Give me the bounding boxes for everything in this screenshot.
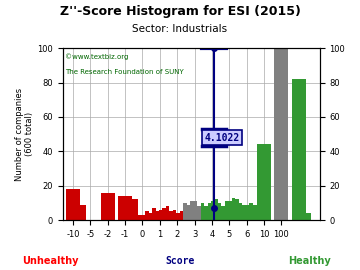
Bar — [190, 201, 194, 220]
Y-axis label: Number of companies
(600 total): Number of companies (600 total) — [15, 87, 35, 181]
Bar — [201, 203, 204, 220]
Bar — [156, 211, 159, 220]
Text: The Research Foundation of SUNY: The Research Foundation of SUNY — [65, 69, 184, 75]
Bar — [228, 201, 232, 220]
Bar — [180, 211, 183, 220]
Bar — [232, 198, 235, 220]
Bar — [66, 189, 80, 220]
Bar — [260, 201, 263, 220]
Bar — [221, 206, 225, 220]
Bar — [183, 203, 187, 220]
Bar — [187, 205, 190, 220]
Text: Z''-Score Histogram for ESI (2015): Z''-Score Histogram for ESI (2015) — [59, 5, 301, 18]
Bar — [239, 203, 242, 220]
Bar — [235, 200, 239, 220]
Text: Score: Score — [165, 256, 195, 266]
Bar — [138, 215, 141, 220]
Bar — [152, 208, 156, 220]
Bar — [162, 208, 166, 220]
Text: Unhealthy: Unhealthy — [22, 256, 78, 266]
Bar — [149, 213, 152, 220]
Text: 4.1022: 4.1022 — [205, 133, 240, 143]
Bar — [208, 203, 211, 220]
Bar — [274, 48, 288, 220]
Bar — [204, 206, 208, 220]
Bar — [170, 211, 173, 220]
Bar — [166, 206, 170, 220]
Bar — [130, 200, 138, 220]
Bar — [249, 203, 253, 220]
Bar — [173, 210, 176, 220]
Bar — [242, 205, 246, 220]
Text: Healthy: Healthy — [288, 256, 331, 266]
Bar — [256, 205, 260, 220]
Bar — [197, 206, 201, 220]
Bar — [118, 196, 132, 220]
Bar — [159, 210, 162, 220]
Text: Sector: Industrials: Sector: Industrials — [132, 24, 228, 34]
Bar — [218, 203, 221, 220]
Bar — [176, 213, 180, 220]
Bar — [303, 213, 311, 220]
Bar — [78, 205, 86, 220]
Bar — [215, 200, 218, 220]
Bar — [257, 144, 271, 220]
Bar — [253, 205, 256, 220]
Bar — [194, 201, 197, 220]
Bar — [211, 201, 215, 220]
Bar — [141, 215, 145, 220]
Text: ©www.textbiz.org: ©www.textbiz.org — [65, 53, 129, 60]
Bar — [246, 205, 249, 220]
Bar — [292, 79, 306, 220]
Bar — [145, 211, 149, 220]
Bar — [101, 193, 115, 220]
Bar — [225, 201, 228, 220]
